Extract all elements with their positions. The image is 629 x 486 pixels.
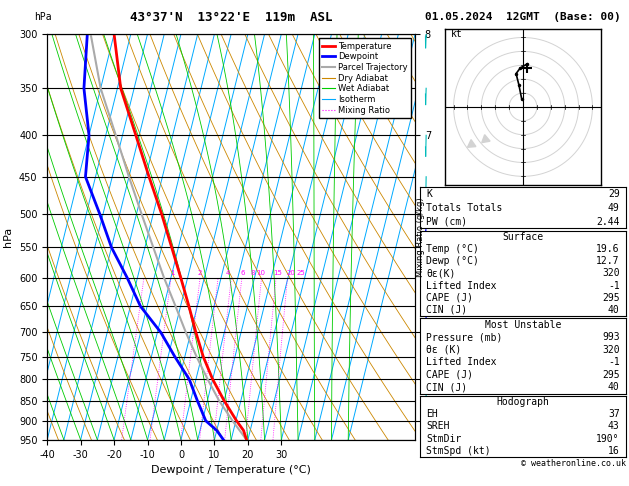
Text: 295: 295 xyxy=(602,370,620,380)
Text: Mixing Ratio (g/kg): Mixing Ratio (g/kg) xyxy=(416,197,425,277)
Text: © weatheronline.co.uk: © weatheronline.co.uk xyxy=(521,459,626,469)
Text: 40: 40 xyxy=(608,382,620,392)
Text: CIN (J): CIN (J) xyxy=(426,305,467,315)
Text: Totals Totals: Totals Totals xyxy=(426,203,503,213)
Text: 190°: 190° xyxy=(596,434,620,444)
Text: -1: -1 xyxy=(608,280,620,291)
Text: hPa: hPa xyxy=(35,12,52,22)
Y-axis label: hPa: hPa xyxy=(3,227,13,247)
Text: Lifted Index: Lifted Index xyxy=(426,280,497,291)
Text: 12.7: 12.7 xyxy=(596,256,620,266)
Text: 10: 10 xyxy=(257,270,265,276)
Text: 37: 37 xyxy=(608,409,620,419)
Text: kt: kt xyxy=(451,30,462,39)
Text: 20: 20 xyxy=(287,270,296,276)
Text: 320: 320 xyxy=(602,268,620,278)
Text: K: K xyxy=(426,189,432,199)
X-axis label: Dewpoint / Temperature (°C): Dewpoint / Temperature (°C) xyxy=(151,465,311,475)
Text: CAPE (J): CAPE (J) xyxy=(426,293,474,303)
Text: 2: 2 xyxy=(197,270,201,276)
Text: PW (cm): PW (cm) xyxy=(426,217,467,226)
Text: 993: 993 xyxy=(602,332,620,342)
Text: Pressure (mb): Pressure (mb) xyxy=(426,332,503,342)
Y-axis label: km
ASL: km ASL xyxy=(456,237,474,259)
Text: Hodograph: Hodograph xyxy=(496,397,550,407)
Text: StmSpd (kt): StmSpd (kt) xyxy=(426,446,491,456)
Text: Dewp (°C): Dewp (°C) xyxy=(426,256,479,266)
Legend: Temperature, Dewpoint, Parcel Trajectory, Dry Adiabat, Wet Adiabat, Isotherm, Mi: Temperature, Dewpoint, Parcel Trajectory… xyxy=(319,38,411,118)
Text: 43: 43 xyxy=(608,421,620,432)
Text: Temp (°C): Temp (°C) xyxy=(426,244,479,254)
Text: 6: 6 xyxy=(240,270,245,276)
Text: 25: 25 xyxy=(297,270,306,276)
Text: 320: 320 xyxy=(602,345,620,355)
Text: CAPE (J): CAPE (J) xyxy=(426,370,474,380)
Text: Most Unstable: Most Unstable xyxy=(485,320,561,330)
Text: Surface: Surface xyxy=(503,232,543,242)
Text: 16: 16 xyxy=(608,446,620,456)
Text: 15: 15 xyxy=(274,270,282,276)
Text: 2.44: 2.44 xyxy=(596,217,620,226)
Text: CIN (J): CIN (J) xyxy=(426,382,467,392)
Text: 40: 40 xyxy=(608,305,620,315)
Text: -1: -1 xyxy=(608,357,620,367)
Text: θε(K): θε(K) xyxy=(426,268,456,278)
Text: Lifted Index: Lifted Index xyxy=(426,357,497,367)
Text: 295: 295 xyxy=(602,293,620,303)
Text: StmDir: StmDir xyxy=(426,434,462,444)
Text: 43°37'N  13°22'E  119m  ASL: 43°37'N 13°22'E 119m ASL xyxy=(130,11,332,24)
Text: 29: 29 xyxy=(608,189,620,199)
Text: SREH: SREH xyxy=(426,421,450,432)
Text: 4: 4 xyxy=(225,270,230,276)
Text: θε (K): θε (K) xyxy=(426,345,462,355)
Text: 8: 8 xyxy=(250,270,255,276)
Text: 19.6: 19.6 xyxy=(596,244,620,254)
Text: 49: 49 xyxy=(608,203,620,213)
Text: 1: 1 xyxy=(170,270,175,276)
Text: 01.05.2024  12GMT  (Base: 00): 01.05.2024 12GMT (Base: 00) xyxy=(425,12,621,22)
Text: EH: EH xyxy=(426,409,438,419)
